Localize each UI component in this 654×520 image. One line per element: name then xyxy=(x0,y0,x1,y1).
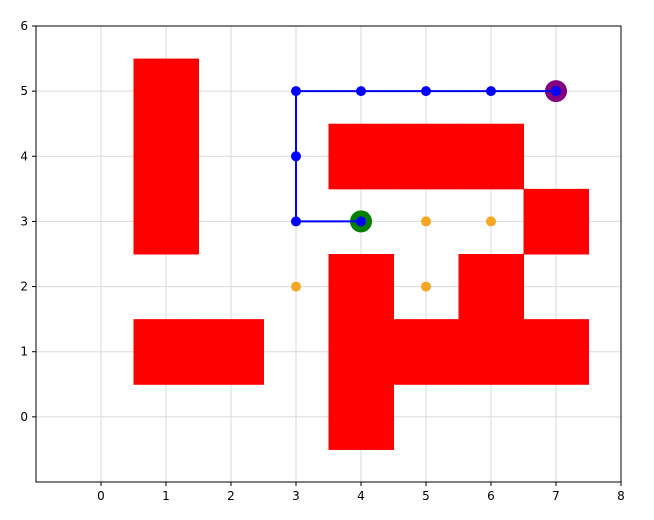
obstacle-cell xyxy=(523,188,589,255)
obstacle-cell xyxy=(458,123,524,190)
obstacle-cell xyxy=(133,319,199,385)
x-tick-label: 2 xyxy=(227,489,235,503)
path-point xyxy=(291,86,301,97)
obstacle-cell xyxy=(328,319,394,385)
frontier-points xyxy=(291,216,496,292)
x-tick-label: 1 xyxy=(162,489,170,503)
obstacles xyxy=(133,58,589,450)
x-tick-label: 8 xyxy=(617,489,625,503)
x-tick-label: 4 xyxy=(357,489,365,503)
obstacle-cell xyxy=(328,254,394,320)
frontier-point xyxy=(421,216,431,227)
y-tick-label: 4 xyxy=(20,149,28,163)
frontier-point xyxy=(421,281,431,292)
path xyxy=(291,86,561,227)
obstacle-cell xyxy=(198,319,264,385)
obstacle-cell xyxy=(393,319,459,385)
obstacle-cell xyxy=(458,319,524,385)
obstacle-cell xyxy=(328,384,394,450)
obstacle-cell xyxy=(133,188,199,255)
x-tick-label: 5 xyxy=(422,489,430,503)
axes-frame xyxy=(35,25,622,483)
path-point xyxy=(291,216,301,227)
obstacle-cell xyxy=(393,123,459,190)
path-point xyxy=(356,216,366,227)
x-tick-label: 0 xyxy=(97,489,105,503)
obstacle-cell xyxy=(133,58,199,125)
obstacle-cell xyxy=(328,123,394,190)
axis-ticks: 0 1 2 3 4 5 6 7 8 0 1 2 3 4 5 6 xyxy=(20,19,624,503)
obstacle-cell xyxy=(523,319,589,385)
path-point xyxy=(486,86,496,97)
x-tick-label: 3 xyxy=(292,489,300,503)
obstacle-cell xyxy=(133,123,199,190)
path-point xyxy=(551,86,561,97)
y-tick-label: 1 xyxy=(20,345,28,359)
frontier-point xyxy=(291,281,301,292)
y-tick-label: 5 xyxy=(20,84,28,98)
obstacle-cell xyxy=(458,254,524,320)
path-point xyxy=(421,86,431,97)
y-tick-label: 6 xyxy=(20,19,28,33)
y-tick-label: 2 xyxy=(20,280,28,294)
path-point xyxy=(356,86,366,97)
y-tick-label: 0 xyxy=(20,410,28,424)
x-tick-label: 6 xyxy=(487,489,495,503)
frontier-point xyxy=(486,216,496,227)
y-tick-label: 3 xyxy=(20,214,28,228)
path-line xyxy=(295,90,556,223)
path-point xyxy=(291,151,301,162)
x-tick-label: 7 xyxy=(552,489,560,503)
